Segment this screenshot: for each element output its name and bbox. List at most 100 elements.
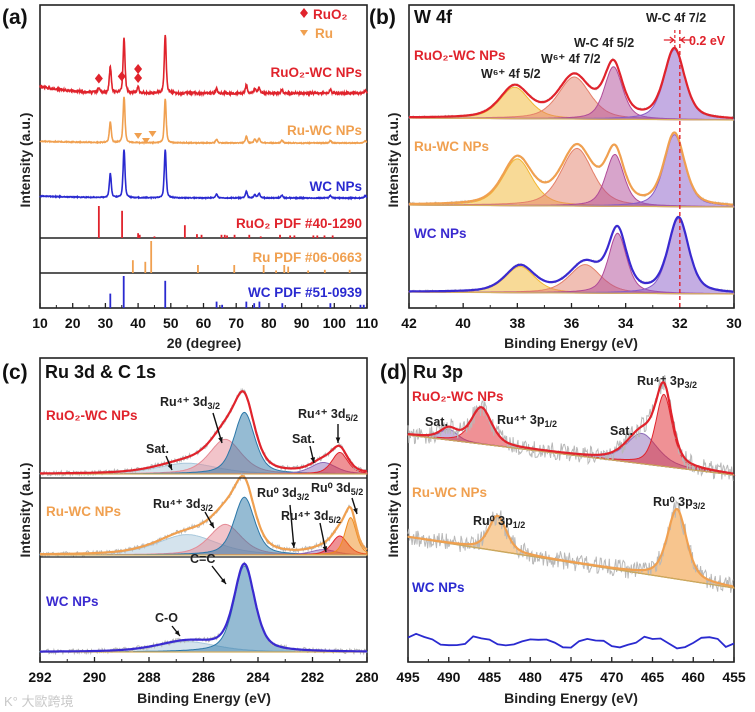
x-tick-label: 20 xyxy=(65,315,81,331)
ruo2-diamond-marker xyxy=(117,71,126,82)
background-line xyxy=(407,434,735,476)
envelope-fit-line xyxy=(40,390,368,475)
x-tick-label: 284 xyxy=(246,669,270,685)
annotation-wc-4f52: W-C 4f 5/2 xyxy=(574,36,634,50)
x-tick-label: 475 xyxy=(559,669,583,685)
annotation-ru0-3p32: Ru⁰ 3p3/2 xyxy=(653,495,705,511)
x-tick-label: 34 xyxy=(618,315,634,331)
annotation-sat-right-d: Sat. xyxy=(610,424,633,438)
panel-label-a: (a) xyxy=(2,6,28,29)
reference-label-ruo2: RuO₂ PDF #40-1290 xyxy=(236,216,362,231)
annotation-cc: C=C xyxy=(190,552,215,566)
annotation-shift: 0.2 eV xyxy=(689,34,726,48)
annotation-arrow-icon xyxy=(289,504,295,549)
annotation-ru4-3p32: Ru⁴⁺ 3p3/2 xyxy=(637,374,697,390)
ru-triangle-marker xyxy=(148,131,157,137)
series-label-wc-c: WC NPs xyxy=(46,594,99,609)
ruo2-diamond-marker xyxy=(134,63,143,74)
x-tick-label: 42 xyxy=(401,315,417,331)
panel-title-b: W 4f xyxy=(414,7,453,27)
watermark: K° 大歐跨境 xyxy=(4,694,73,709)
envelope-fit-line xyxy=(409,131,734,206)
x-tick-label: 470 xyxy=(600,669,624,685)
series-label-wc-d: WC NPs xyxy=(412,580,465,595)
background-line xyxy=(408,291,735,295)
annotation-ru4-3d32-top: Ru⁴⁺ 3d3/2 xyxy=(160,395,220,411)
envelope-fit-line xyxy=(408,381,734,475)
xrd-trace-1 xyxy=(39,96,368,146)
series-label-wc-b: WC NPs xyxy=(414,226,467,241)
y-axis-label-c: Intensity (a.u.) xyxy=(17,463,33,558)
legend-label-ru: Ru xyxy=(315,26,333,41)
x-tick-label: 110 xyxy=(356,315,379,331)
x-tick-label: 460 xyxy=(682,669,706,685)
annotation-ru4-3d52-top: Ru⁴⁺ 3d5/2 xyxy=(298,407,358,423)
background-line xyxy=(408,117,735,121)
annotation-sat-left: Sat. xyxy=(146,442,169,456)
series-label-ruo2-wc: RuO₂-WC NPs xyxy=(271,65,363,80)
arrow-head-icon xyxy=(310,457,316,463)
x-tick-label: 80 xyxy=(261,315,277,331)
panel-title-c: Ru 3d & C 1s xyxy=(45,362,156,382)
envelope-fit-line xyxy=(40,562,367,653)
annotation-ru4-3d52-mid: Ru⁴⁺ 3d5/2 xyxy=(281,509,341,525)
x-tick-label: 286 xyxy=(192,669,216,685)
annotation-ru4-3p12: Ru⁴⁺ 3p1/2 xyxy=(497,413,557,429)
x-tick-label: 100 xyxy=(323,315,347,331)
x-tick-label: 480 xyxy=(519,669,543,685)
ruo2-diamond-marker xyxy=(134,72,143,83)
x-tick-label: 60 xyxy=(196,315,212,331)
reference-label-ru: Ru PDF #06-0663 xyxy=(252,250,362,265)
x-tick-label: 10 xyxy=(32,315,48,331)
ruo2-diamond-marker xyxy=(94,73,103,84)
x-tick-label: 70 xyxy=(228,315,244,331)
spectrum-line-wc xyxy=(407,632,735,650)
y-axis-label-d: Intensity (a.u.) xyxy=(385,463,401,558)
annotation-co: C-O xyxy=(155,611,178,625)
legend-triangle-icon xyxy=(300,30,308,36)
panel-label-d: (d) xyxy=(380,361,407,384)
arrow-head-icon xyxy=(220,578,226,584)
arrow-head-icon xyxy=(335,437,341,443)
annotation-ru4-3d32-mid: Ru⁴⁺ 3d3/2 xyxy=(153,497,213,513)
x-tick-label: 465 xyxy=(641,669,665,685)
x-tick-label: 292 xyxy=(28,669,52,685)
ru-triangle-marker xyxy=(134,133,143,139)
arrow-head-icon xyxy=(209,522,214,528)
annotation-w6-4f72: W⁶⁺ 4f 7/2 xyxy=(541,52,601,66)
x-tick-label: 38 xyxy=(510,315,526,331)
x-tick-label: 40 xyxy=(455,315,471,331)
annotation-w6-4f52: W⁶⁺ 4f 5/2 xyxy=(481,67,541,81)
annotation-sat-left-d: Sat. xyxy=(425,415,448,429)
x-tick-label: 280 xyxy=(355,669,379,685)
panel-label-b: (b) xyxy=(369,6,396,29)
xrd-trace-2 xyxy=(39,149,368,201)
x-tick-label: 490 xyxy=(437,669,461,685)
annotation-sat-right: Sat. xyxy=(292,432,315,446)
x-tick-label: 32 xyxy=(672,315,688,331)
arrow-head-icon xyxy=(218,437,223,443)
series-label-ru-wc-c: Ru-WC NPs xyxy=(46,504,121,519)
series-label-wc: WC NPs xyxy=(309,179,362,194)
series-label-ru-wc-d: Ru-WC NPs xyxy=(412,485,487,500)
series-label-ruo2-wc-d: RuO₂-WC NPs xyxy=(412,389,504,404)
x-tick-label: 495 xyxy=(396,669,420,685)
x-tick-label: 50 xyxy=(163,315,179,331)
arrow-head-icon xyxy=(167,464,172,470)
annotation-ru0-3p12: Ru⁰ 3p1/2 xyxy=(473,514,525,530)
arrow-head-icon xyxy=(174,630,180,636)
series-label-ru-wc-b: Ru-WC NPs xyxy=(414,139,489,154)
xrd-trace-0 xyxy=(39,34,368,98)
ru-triangle-marker xyxy=(141,138,150,144)
envelope-fit-line xyxy=(409,216,734,293)
arrow-right-icon xyxy=(663,36,675,44)
x-axis-label-c: Binding Energy (eV) xyxy=(137,690,271,706)
envelope-fit-line xyxy=(408,46,734,119)
panel-title-d: Ru 3p xyxy=(413,362,463,382)
annotation-ru0-3d52: Ru⁰ 3d5/2 xyxy=(311,481,363,497)
x-tick-label: 290 xyxy=(83,669,107,685)
x-tick-label: 30 xyxy=(726,315,742,331)
annotation-wc-4f72: W-C 4f 7/2 xyxy=(646,11,706,25)
arrow-left-icon xyxy=(679,36,692,44)
arrow-head-icon xyxy=(353,508,358,514)
